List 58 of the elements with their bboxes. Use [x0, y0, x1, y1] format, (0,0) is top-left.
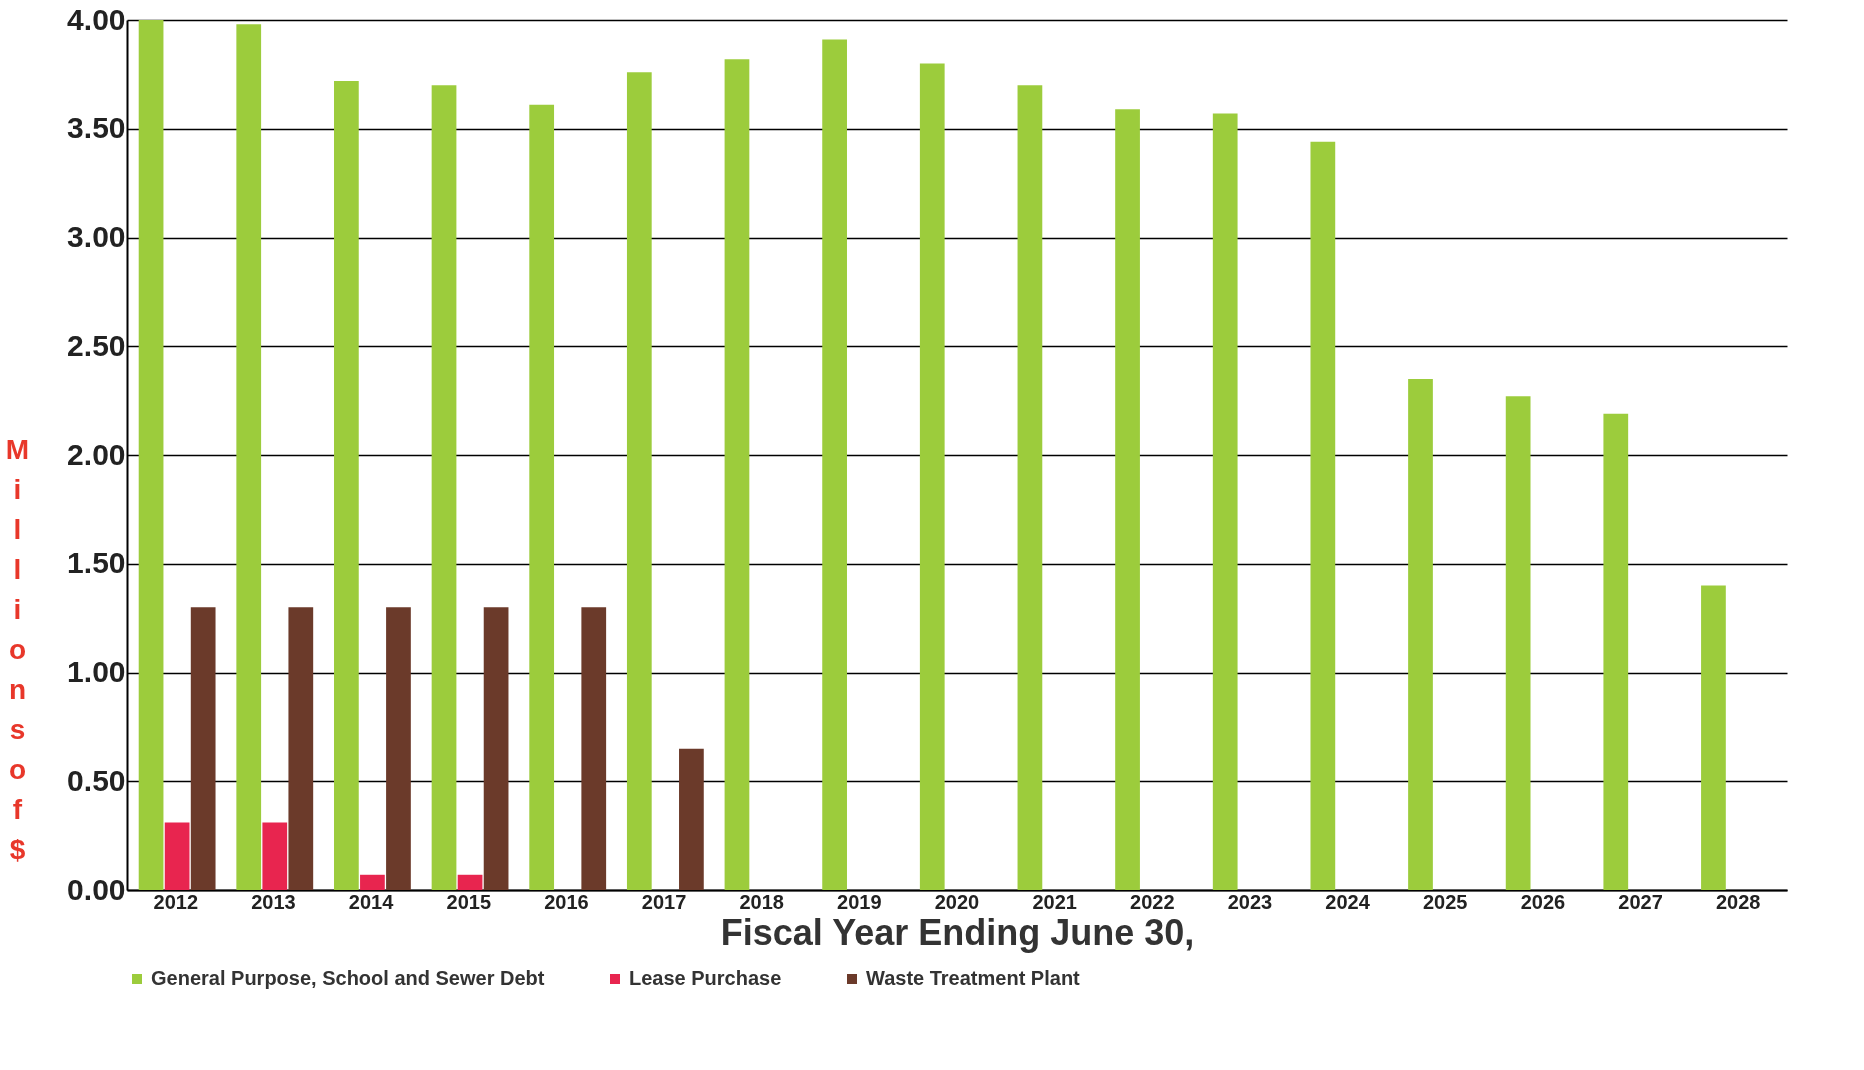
- bar: [236, 24, 262, 890]
- y-tick-label: 4.00: [67, 2, 126, 36]
- y-tick-label: 3.00: [67, 220, 126, 253]
- bar: [457, 874, 483, 890]
- x-tick-label: 2015: [446, 890, 492, 913]
- y-tick-label: 1.00: [67, 655, 126, 688]
- bar: [1603, 413, 1629, 890]
- bar: [483, 607, 509, 890]
- x-tick-label: 2020: [934, 890, 980, 913]
- bar: [919, 63, 945, 890]
- bar: [386, 607, 411, 890]
- x-tick-label: 2019: [837, 890, 882, 913]
- bar: [1212, 113, 1238, 890]
- bar: [679, 748, 704, 890]
- bar: [724, 59, 750, 890]
- x-tick-label: 2027: [1618, 890, 1663, 913]
- y-tick-label: 0.50: [67, 763, 126, 797]
- bar: [262, 822, 288, 890]
- bar: [1017, 85, 1043, 890]
- bar: [334, 80, 359, 890]
- bar: [1408, 378, 1433, 890]
- legend-label: Lease Purchase: [629, 967, 782, 989]
- x-tick-label: 2014: [348, 890, 395, 913]
- bar: [822, 39, 847, 890]
- x-tick-label: 2028: [1715, 890, 1761, 913]
- bar: [1701, 585, 1726, 890]
- x-tick-label: 2018: [739, 890, 784, 913]
- x-axis-title: Fiscal Year Ending June 30,: [720, 911, 1195, 953]
- bar: [164, 822, 190, 890]
- y-tick-label: 3.50: [67, 111, 126, 145]
- bar: [1310, 141, 1336, 890]
- bar: [1505, 396, 1531, 890]
- y-tick-label: 1.50: [67, 546, 126, 580]
- bar: [431, 85, 457, 890]
- x-tick-label: 2012: [153, 890, 199, 913]
- bar: [626, 72, 652, 890]
- x-tick-label: 2013: [251, 890, 296, 913]
- y-tick-label: 2.00: [67, 437, 126, 471]
- y-tick-label: 2.50: [67, 328, 126, 362]
- bar: [190, 607, 216, 890]
- bar: [360, 874, 385, 890]
- bar: [1115, 109, 1140, 890]
- bar: [138, 20, 164, 890]
- legend-label: General Purpose, School and Sewer Debt: [151, 967, 545, 989]
- x-tick-label: 2025: [1422, 890, 1468, 913]
- x-tick-label: 2017: [641, 890, 687, 913]
- x-tick-label: 2022: [1130, 890, 1175, 913]
- text: Millions of $: [5, 433, 30, 865]
- x-tick-label: 2023: [1227, 890, 1273, 913]
- bar: [581, 607, 607, 890]
- x-tick-label: 2024: [1325, 890, 1371, 913]
- x-tick-label: 2016: [544, 890, 589, 913]
- bar: [529, 104, 555, 890]
- x-tick-label: 2021: [1032, 890, 1077, 913]
- bar: [288, 607, 314, 890]
- x-tick-label: 2026: [1520, 890, 1566, 913]
- y-tick-label: 0.00: [67, 872, 126, 906]
- legend-label: Waste Treatment Plant: [866, 967, 1081, 989]
